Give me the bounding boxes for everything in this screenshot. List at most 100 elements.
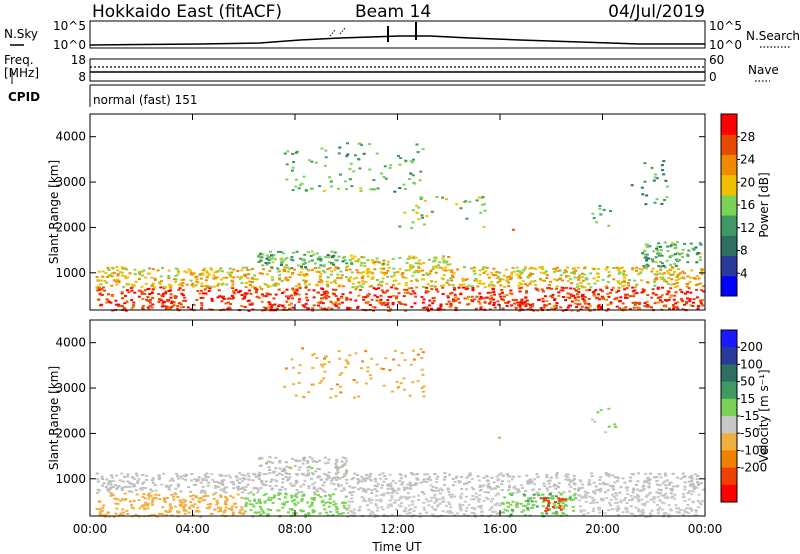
data-cell bbox=[487, 486, 491, 489]
data-cell bbox=[216, 485, 220, 488]
data-cell bbox=[350, 261, 354, 264]
data-cell bbox=[258, 471, 262, 474]
data-cell bbox=[316, 467, 320, 470]
data-cell bbox=[340, 296, 344, 299]
data-cell bbox=[415, 211, 419, 214]
data-cell bbox=[626, 282, 630, 285]
data-cell bbox=[599, 307, 603, 310]
data-cell bbox=[193, 478, 197, 481]
data-cell bbox=[285, 288, 289, 291]
data-cell bbox=[272, 496, 276, 499]
data-cell bbox=[140, 285, 144, 288]
data-cell bbox=[127, 291, 131, 294]
data-cell bbox=[160, 483, 164, 486]
data-cell bbox=[654, 173, 657, 176]
data-cell bbox=[491, 511, 495, 514]
data-cell bbox=[290, 500, 294, 503]
data-cell bbox=[345, 307, 349, 310]
data-cell bbox=[382, 384, 386, 387]
data-cell bbox=[308, 159, 311, 162]
data-cell bbox=[134, 514, 138, 516]
data-cell bbox=[312, 486, 316, 489]
data-cell bbox=[514, 306, 518, 309]
data-cell bbox=[507, 480, 511, 483]
data-cell bbox=[438, 502, 442, 505]
data-cell bbox=[540, 512, 544, 515]
data-cell bbox=[634, 286, 638, 289]
data-cell bbox=[321, 269, 325, 272]
data-cell bbox=[694, 509, 698, 512]
data-cell bbox=[312, 491, 316, 494]
data-cell bbox=[341, 465, 344, 468]
data-cell bbox=[133, 273, 137, 276]
data-cell bbox=[178, 302, 182, 305]
data-cell bbox=[330, 479, 334, 482]
data-cell bbox=[101, 484, 105, 487]
data-cell bbox=[638, 489, 642, 492]
data-cell bbox=[238, 477, 242, 480]
data-cell bbox=[415, 286, 419, 289]
data-cell bbox=[499, 295, 503, 298]
data-cell bbox=[381, 263, 385, 266]
data-cell bbox=[269, 307, 273, 310]
data-cell bbox=[277, 277, 281, 280]
data-cell bbox=[417, 259, 421, 262]
data-cell bbox=[291, 306, 295, 309]
data-cell bbox=[123, 307, 127, 310]
data-cell bbox=[237, 291, 241, 293]
velocity-data bbox=[95, 347, 705, 518]
data-cell bbox=[230, 279, 234, 282]
data-cell bbox=[365, 269, 369, 272]
data-cell bbox=[516, 301, 520, 304]
data-cell bbox=[449, 277, 453, 280]
data-cell bbox=[406, 512, 409, 515]
data-cell bbox=[409, 160, 413, 163]
data-cell bbox=[386, 299, 390, 302]
data-cell bbox=[656, 287, 660, 290]
data-cell bbox=[661, 482, 665, 485]
data-cell bbox=[363, 262, 367, 265]
data-cell bbox=[571, 505, 575, 508]
data-cell bbox=[680, 291, 684, 294]
data-cell bbox=[578, 303, 582, 306]
data-cell bbox=[376, 279, 379, 281]
data-cell bbox=[324, 297, 328, 300]
data-cell bbox=[201, 296, 205, 299]
data-cell bbox=[457, 286, 461, 289]
colorbar-cell bbox=[721, 364, 737, 383]
data-cell bbox=[294, 185, 298, 188]
data-cell bbox=[661, 273, 665, 276]
data-cell bbox=[539, 278, 542, 281]
data-cell bbox=[663, 494, 666, 497]
data-cell bbox=[332, 500, 336, 503]
data-cell bbox=[655, 483, 659, 486]
data-cell bbox=[296, 264, 300, 267]
data-cell bbox=[325, 280, 329, 283]
data-cell bbox=[420, 368, 424, 371]
data-cell bbox=[229, 303, 233, 305]
data-cell bbox=[670, 283, 674, 286]
data-cell bbox=[130, 289, 134, 292]
data-cell bbox=[470, 285, 474, 288]
data-cell bbox=[150, 290, 154, 293]
data-cell bbox=[261, 264, 265, 267]
data-cell bbox=[578, 494, 582, 497]
data-cell bbox=[130, 307, 134, 310]
data-cell bbox=[593, 294, 597, 297]
data-cell bbox=[672, 298, 676, 301]
data-cell bbox=[561, 511, 565, 514]
data-cell bbox=[128, 485, 132, 488]
data-cell bbox=[328, 267, 332, 270]
data-cell bbox=[459, 284, 463, 287]
data-cell bbox=[601, 278, 605, 281]
data-cell bbox=[398, 268, 402, 271]
data-cell bbox=[536, 492, 540, 495]
data-cell bbox=[489, 294, 493, 297]
data-cell bbox=[126, 473, 130, 476]
data-cell bbox=[524, 490, 528, 492]
data-cell bbox=[169, 296, 173, 299]
data-cell bbox=[566, 292, 570, 295]
data-cell bbox=[488, 486, 492, 489]
data-cell bbox=[168, 286, 172, 289]
data-cell bbox=[97, 270, 101, 273]
